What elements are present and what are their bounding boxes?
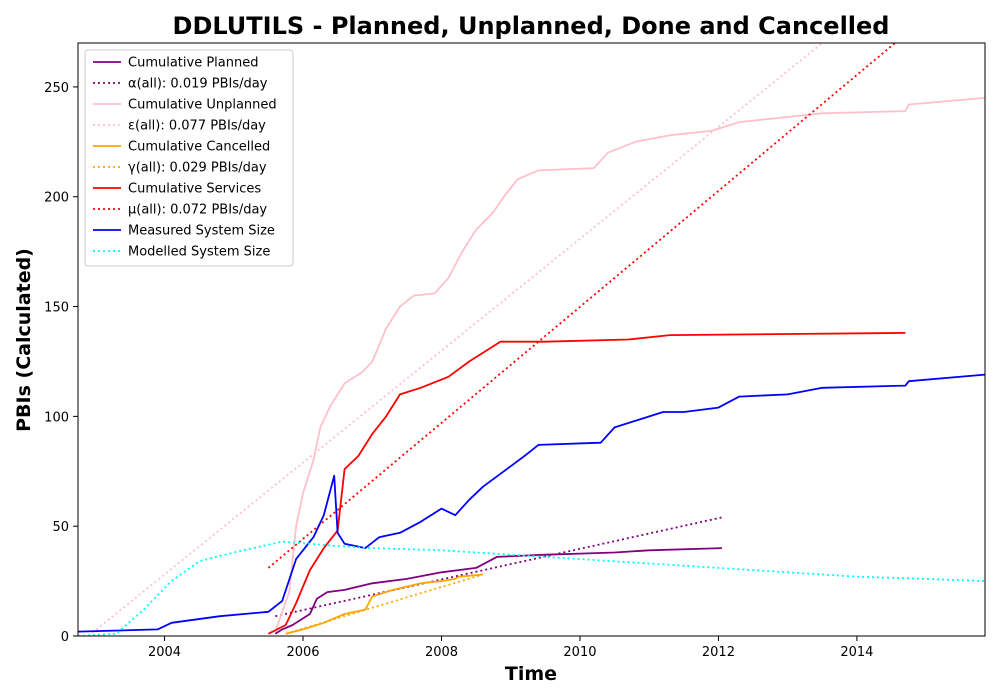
- legend-box: [84, 49, 294, 267]
- legend-label: ε(all): 0.077 PBIs/day: [128, 119, 266, 134]
- series-line-7: [267, 43, 896, 569]
- legend-label: α(all): 0.019 PBIs/day: [128, 77, 268, 92]
- y-tick-label: 100: [44, 410, 69, 425]
- legend: Cumulative Planned α(all): 0.019 PBIs/day…: [84, 49, 294, 267]
- series-line-8: [78, 373, 985, 633]
- series-group: [78, 43, 985, 636]
- y-tick-label: 200: [44, 191, 69, 206]
- plot-area: 2004 2006 2008 2010 2012 2014 0 50 100 150 200 250: [44, 42, 986, 660]
- y-tick-label: 150: [44, 301, 69, 316]
- x-tick-label: 2006: [286, 645, 319, 660]
- x-tick-label: 2010: [563, 645, 596, 660]
- legend-label: μ(all): 0.072 PBIs/day: [128, 203, 267, 218]
- x-tick-label: 2004: [148, 645, 181, 660]
- legend-label: Modelled System Size: [128, 245, 270, 260]
- x-tick-label: 2012: [702, 645, 735, 660]
- series-line-3: [87, 43, 823, 636]
- legend-label: Cumulative Services: [128, 182, 261, 197]
- axes-frame: [77, 42, 986, 637]
- series-line-1: [275, 516, 723, 618]
- x-axis-label: Time: [505, 663, 557, 685]
- y-axis-label: PBIs (Calculated): [13, 248, 35, 432]
- legend-label: γ(all): 0.029 PBIs/day: [128, 161, 267, 176]
- y-tick-label: 50: [52, 520, 69, 535]
- legend-label: Cumulative Unplanned: [128, 98, 277, 113]
- x-tick-label: 2014: [840, 645, 873, 660]
- legend-label: Measured System Size: [128, 224, 275, 239]
- y-tick-label: 250: [44, 81, 69, 96]
- series-line-5: [285, 573, 484, 635]
- legend-label: Cumulative Cancelled: [128, 140, 270, 155]
- legend-label: Cumulative Planned: [128, 56, 258, 71]
- y-tick-label: 0: [61, 630, 69, 645]
- series-line-2: [274, 97, 985, 632]
- chart-title: DDLUTILS - Planned, Unplanned, Done and …: [173, 12, 890, 40]
- x-tick-label: 2008: [425, 645, 458, 660]
- series-line-0: [274, 547, 722, 635]
